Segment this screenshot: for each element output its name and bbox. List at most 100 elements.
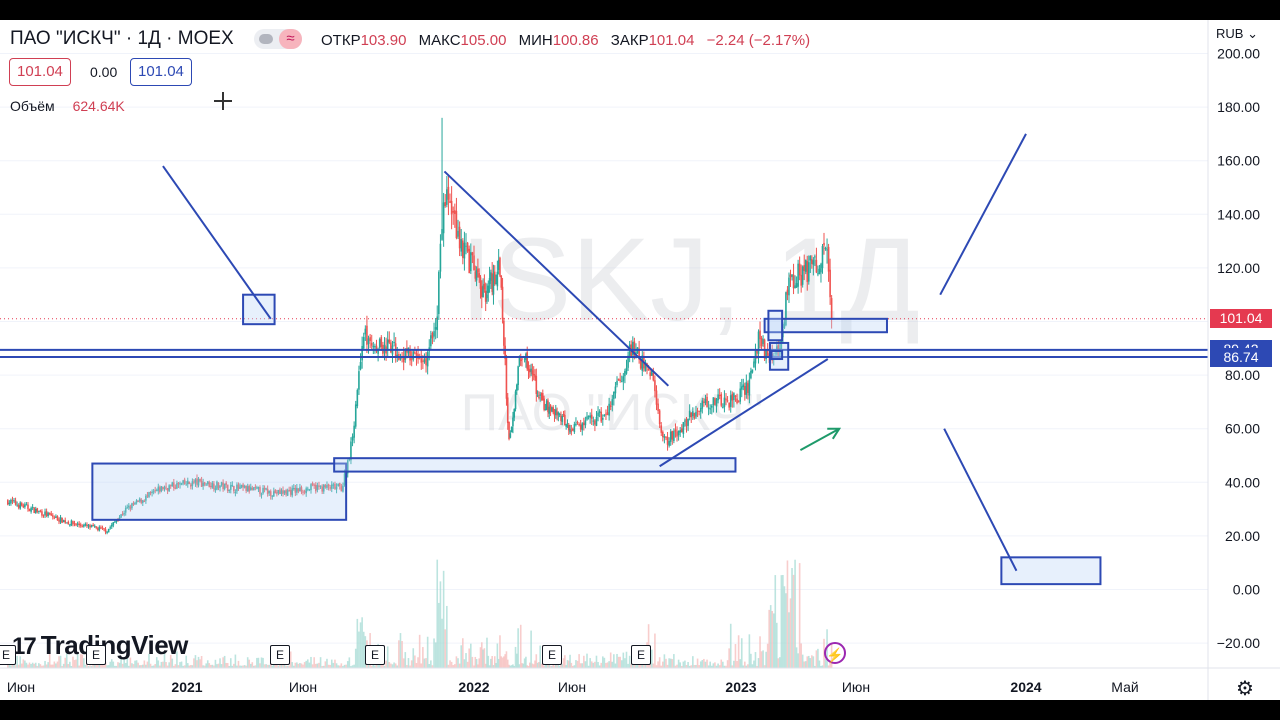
- ask-button[interactable]: 101.04: [130, 58, 192, 86]
- volume-bar: [731, 665, 734, 668]
- volume-bar: [714, 662, 716, 668]
- bid-button[interactable]: 101.04: [9, 58, 71, 86]
- candle-body: [271, 495, 274, 497]
- volume-bar: [121, 663, 124, 668]
- candle-body: [707, 407, 710, 409]
- candle-body: [650, 370, 653, 376]
- candle-body: [473, 255, 475, 271]
- candle-body: [155, 490, 158, 492]
- candle-body: [826, 249, 828, 251]
- volume-bar: [786, 560, 789, 668]
- volume-bar: [92, 662, 94, 668]
- candle-body: [454, 210, 456, 214]
- volume-bar: [635, 663, 637, 668]
- volume-bar: [513, 665, 516, 668]
- lightning-icon[interactable]: ⚡: [824, 642, 846, 664]
- volume-bar: [815, 650, 818, 668]
- volume-bar: [288, 665, 290, 668]
- volume-bar: [246, 657, 249, 668]
- volume-bar: [517, 628, 519, 668]
- candle-body: [611, 399, 614, 406]
- logo-text: TradingView: [40, 630, 189, 660]
- candle-body: [759, 330, 761, 340]
- candle-body: [176, 483, 178, 489]
- candle-body: [792, 274, 795, 289]
- volume-bar: [70, 665, 73, 668]
- volume-bar: [712, 663, 715, 668]
- candle-body: [316, 485, 319, 490]
- drawings[interactable]: [0, 133, 1208, 586]
- symbol-title[interactable]: ПАО "ИСКЧ" · 1Д · MOEX: [10, 28, 234, 49]
- volume-bar: [335, 663, 338, 668]
- volume-bar: [650, 649, 653, 668]
- candle-body: [496, 271, 499, 287]
- volume-bar: [182, 665, 184, 668]
- volume-bar: [334, 659, 336, 668]
- volume-bar: [303, 662, 306, 668]
- candle-body: [199, 478, 201, 482]
- earnings-event-marker[interactable]: E: [86, 645, 106, 665]
- volume-bar: [509, 665, 512, 668]
- volume-bar: [135, 660, 138, 668]
- volume-bar: [725, 665, 727, 668]
- volume-bar: [17, 664, 20, 668]
- candle-body: [280, 490, 283, 495]
- candle-body: [725, 398, 727, 401]
- volume-bar: [442, 570, 445, 668]
- volume-bar: [605, 662, 607, 668]
- candle-body: [289, 489, 292, 495]
- earnings-event-marker[interactable]: E: [631, 645, 651, 665]
- earnings-event-marker[interactable]: E: [542, 645, 562, 665]
- volume-bar: [462, 638, 464, 668]
- gear-icon[interactable]: ⚙: [1236, 678, 1254, 700]
- candle-body: [44, 511, 46, 516]
- volume-bar: [611, 661, 614, 668]
- candle-body: [370, 342, 373, 346]
- tradingview-logo[interactable]: 17 TradingView: [12, 630, 188, 661]
- candle-body: [513, 408, 516, 418]
- volume-bar: [766, 643, 769, 668]
- candle-body: [742, 384, 745, 388]
- candle-body: [104, 529, 107, 533]
- volume-bar: [595, 655, 598, 668]
- volume-bar: [569, 654, 571, 668]
- candle-body: [710, 405, 713, 408]
- candles: [7, 117, 833, 535]
- volume-bar: [374, 665, 376, 668]
- y-tick-label: 0.00: [1233, 582, 1260, 598]
- volume-bar: [314, 663, 317, 668]
- earnings-event-marker[interactable]: E: [270, 645, 290, 665]
- chart-mode-toggle[interactable]: ≈: [254, 29, 302, 49]
- volume-bar: [370, 665, 373, 668]
- volume-bar: [33, 663, 35, 668]
- volume-bar: [409, 665, 411, 668]
- currency-selector[interactable]: RUB ⌄: [1216, 26, 1258, 42]
- candle-body: [126, 507, 129, 509]
- tradingview-mark-icon: 17: [12, 633, 37, 660]
- volume-bar: [471, 656, 474, 668]
- candle-body: [780, 339, 783, 350]
- volume-bar: [490, 658, 492, 668]
- earnings-event-marker[interactable]: E: [365, 645, 385, 665]
- candle-body: [627, 355, 629, 368]
- volume-bar: [717, 663, 719, 668]
- price-chart[interactable]: ISKJ, 1Д ПАО "ИСКЧ" 200.00 180.00 160.00 14…: [0, 20, 1280, 700]
- volume-bar: [480, 642, 483, 668]
- candle-body: [706, 396, 708, 407]
- volume-bar: [769, 605, 772, 668]
- volume-bar: [65, 653, 68, 668]
- candle-body: [556, 411, 558, 416]
- candle-body: [526, 352, 529, 370]
- candle-body: [100, 527, 102, 529]
- zone-rectangle: [333, 457, 737, 473]
- candle-body: [649, 372, 651, 377]
- volume-bar: [522, 663, 525, 668]
- candle-body: [239, 486, 241, 489]
- candle-body: [750, 370, 752, 379]
- earnings-event-marker[interactable]: E: [0, 645, 16, 665]
- volume-bar: [249, 663, 252, 668]
- volume-bar: [729, 623, 732, 668]
- volume-bar: [532, 664, 535, 668]
- candle-body: [361, 345, 363, 361]
- volume-bar: [200, 655, 203, 668]
